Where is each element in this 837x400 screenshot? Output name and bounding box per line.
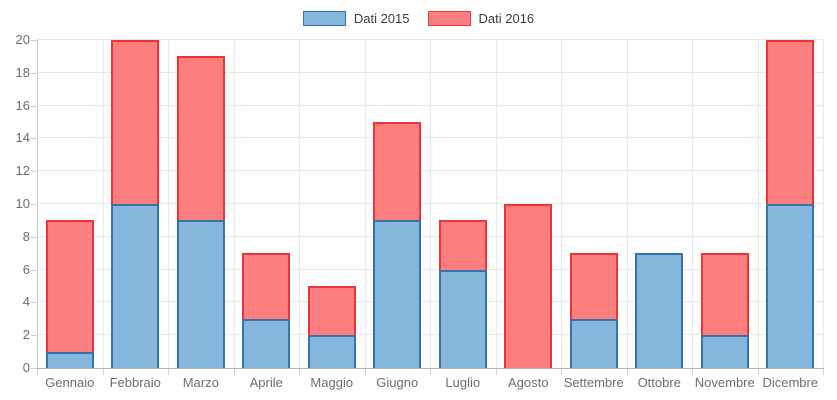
x-axis-line [37, 368, 824, 369]
gridline-vertical [495, 40, 497, 368]
bar-agosto-dati-2016[interactable] [504, 204, 553, 368]
x-axis-label-maggio: Maggio [310, 375, 354, 390]
bar-giugno-dati-2016[interactable] [373, 122, 422, 221]
y-axis-tick [31, 368, 37, 369]
y-axis-tick [31, 40, 37, 41]
gridline-vertical [430, 40, 431, 368]
bar-marzo-dati-2015[interactable] [176, 220, 225, 368]
gridline-vertical [561, 40, 562, 368]
gridline-vertical [692, 40, 693, 368]
gridline-vertical [299, 40, 300, 368]
y-axis-tick [31, 204, 37, 205]
bar-aprile-dati-2016[interactable] [242, 253, 291, 319]
x-axis-tick [757, 369, 759, 375]
y-axis-tick [31, 171, 37, 173]
x-axis-label-agosto: Agosto [508, 375, 549, 390]
y-axis-tick-label: 10 [15, 196, 30, 211]
x-axis-label-luglio: Luglio [445, 375, 481, 390]
gridline-vertical [102, 40, 104, 368]
x-axis-tick [692, 369, 693, 375]
y-axis-tick [31, 72, 37, 74]
x-axis-label-giugno: Giugno [376, 375, 419, 390]
x-axis-tick [561, 369, 562, 375]
gridline-vertical [626, 40, 628, 368]
legend-item-dati-2015[interactable]: Dati 2015 [302, 11, 410, 26]
bar-luglio-dati-2015[interactable] [438, 269, 487, 368]
legend-item-dati-2016[interactable]: Dati 2016 [427, 11, 535, 26]
y-axis-tick-label: 16 [15, 97, 30, 113]
bar-giugno-dati-2015[interactable] [373, 220, 422, 368]
y-axis-tick-label: 12 [15, 163, 30, 179]
gridline-vertical [757, 40, 759, 368]
y-axis-line [37, 40, 38, 368]
y-axis-tick [31, 236, 37, 238]
bar-febbraio-dati-2016[interactable] [111, 40, 160, 204]
legend-label-dati-2016: Dati 2016 [478, 11, 535, 26]
y-axis-tick [31, 105, 37, 107]
bar-aprile-dati-2015[interactable] [242, 318, 291, 368]
x-axis-label-aprile: Aprile [249, 375, 283, 390]
y-axis-tick-label: 6 [22, 261, 30, 277]
bar-febbraio-dati-2015[interactable] [111, 204, 160, 368]
y-axis-tick-label: 18 [15, 64, 30, 80]
y-axis-tick-label: 2 [22, 327, 30, 343]
x-axis-tick [626, 369, 628, 375]
y-axis-tick [31, 138, 37, 140]
bar-settembre-dati-2016[interactable] [569, 253, 618, 319]
x-axis-label-dicembre: Dicembre [762, 375, 819, 390]
y-axis-tick-label: 8 [22, 228, 30, 244]
x-axis-tick [102, 369, 104, 375]
bar-gennaio-dati-2015[interactable] [45, 351, 94, 368]
x-axis-label-settembre: Settembre [563, 375, 624, 390]
gridline-horizontal [37, 39, 823, 40]
bar-maggio-dati-2015[interactable] [307, 335, 356, 368]
gridline-vertical [823, 40, 824, 368]
legend-swatch-dati-2016 [427, 11, 471, 26]
x-axis-label-gennaio: Gennaio [45, 375, 95, 390]
chart-legend: Dati 2015 Dati 2016 [0, 11, 837, 26]
x-axis-tick [37, 369, 38, 375]
x-axis-tick [233, 369, 235, 375]
y-axis-tick-label: 14 [15, 130, 30, 146]
gridline-vertical [364, 40, 366, 368]
bar-dicembre-dati-2016[interactable] [766, 40, 815, 204]
y-axis-tick-label: 4 [22, 294, 30, 310]
bar-luglio-dati-2016[interactable] [438, 220, 487, 270]
legend-label-dati-2015: Dati 2015 [353, 11, 410, 26]
bar-dicembre-dati-2015[interactable] [766, 204, 815, 368]
y-axis-tick-label: 0 [22, 360, 30, 375]
bar-settembre-dati-2015[interactable] [569, 318, 618, 368]
y-axis-tick-label: 20 [15, 32, 30, 47]
bar-novembre-dati-2015[interactable] [700, 335, 749, 368]
x-axis-tick [364, 369, 366, 375]
x-axis-tick [430, 369, 431, 375]
x-axis-label-marzo: Marzo [182, 375, 219, 390]
x-axis-tick [299, 369, 300, 375]
x-axis-label-novembre: Novembre [694, 375, 755, 390]
x-axis-label-ottobre: Ottobre [637, 375, 681, 390]
x-axis-tick [168, 369, 169, 375]
y-axis-tick [31, 335, 37, 337]
legend-swatch-dati-2015 [302, 11, 346, 26]
x-axis-tick [823, 369, 824, 375]
x-axis-label-febbraio: Febbraio [109, 375, 161, 390]
plot-area [37, 39, 824, 368]
y-axis-tick [31, 269, 37, 271]
bar-gennaio-dati-2016[interactable] [45, 220, 94, 352]
y-axis-tick [31, 302, 37, 304]
bar-ottobre-dati-2015[interactable] [635, 253, 684, 368]
gridline-vertical [233, 40, 235, 368]
gridline-vertical [168, 40, 169, 368]
bar-novembre-dati-2016[interactable] [700, 253, 749, 336]
bar-maggio-dati-2016[interactable] [307, 286, 356, 336]
bar-marzo-dati-2016[interactable] [176, 56, 225, 221]
x-axis-tick [495, 369, 497, 375]
